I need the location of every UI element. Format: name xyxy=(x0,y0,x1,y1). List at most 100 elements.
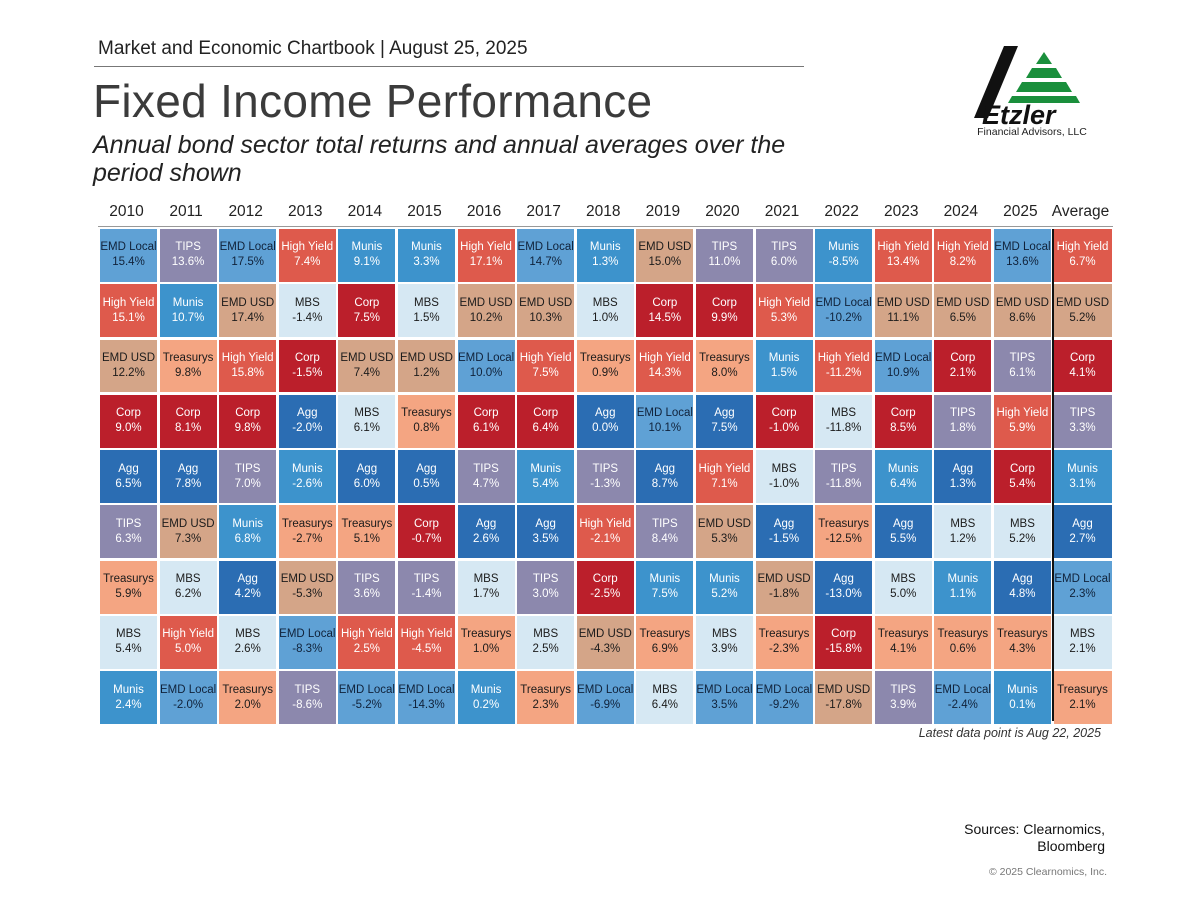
return-value: -5.3% xyxy=(292,588,323,601)
return-cell: High Yield 5.0% xyxy=(159,616,217,669)
return-cell: Corp 7.5% xyxy=(338,284,396,338)
return-value: -1.4% xyxy=(292,311,323,324)
sector-name: MBS xyxy=(711,628,737,641)
return-cell: Munis 5.2% xyxy=(695,560,753,614)
sector-name: High Yield xyxy=(758,296,810,309)
sector-name: MBS xyxy=(652,683,678,696)
sector-name: Treasurys xyxy=(222,683,274,696)
return-cell: Corp 4.1% xyxy=(1053,339,1112,393)
sector-name: EMD USD xyxy=(578,628,632,641)
return-cell: Corp 8.1% xyxy=(159,394,217,448)
return-value: 14.3% xyxy=(648,366,682,379)
return-cell: Treasurys 5.9% xyxy=(100,560,157,614)
sector-name: MBS xyxy=(1070,628,1095,641)
return-cell: MBS 2.5% xyxy=(517,616,575,669)
return-value: 5.9% xyxy=(115,588,142,601)
return-value: -8.5% xyxy=(828,256,859,269)
return-value: 3.9% xyxy=(711,643,738,656)
column-header-2015: 2015 xyxy=(407,203,442,220)
return-value: 1.0% xyxy=(472,643,500,656)
return-cell: MBS 6.2% xyxy=(159,560,217,614)
return-value: -4.3% xyxy=(590,643,621,656)
return-cell: Agg -13.0% xyxy=(815,560,873,614)
sector-name: Corp xyxy=(831,628,857,641)
sector-name: Corp xyxy=(592,573,618,586)
sector-name: MBS xyxy=(950,517,976,530)
return-cell: High Yield 17.1% xyxy=(457,229,515,282)
return-cell: MBS 1.0% xyxy=(576,284,634,338)
sector-name: Corp xyxy=(711,296,737,309)
return-value: -8.6% xyxy=(292,698,323,711)
sector-name: EMD USD xyxy=(817,683,871,696)
sector-name: MBS xyxy=(414,296,439,309)
return-cell: Munis -8.5% xyxy=(815,229,873,282)
return-cell: Treasurys 2.1% xyxy=(1053,671,1112,725)
return-cell: Corp 9.0% xyxy=(100,394,157,448)
return-value: -2.0% xyxy=(292,422,323,435)
return-cell: EMD USD 1.2% xyxy=(397,339,455,393)
return-cell: EMD Local 14.7% xyxy=(517,229,575,282)
sector-name: Agg xyxy=(714,407,735,420)
return-value: 6.5% xyxy=(949,311,976,324)
return-cell: Treasurys -12.5% xyxy=(815,505,873,559)
return-cell: MBS 3.9% xyxy=(695,616,753,669)
sector-name: EMD USD xyxy=(638,241,692,254)
sector-name: MBS xyxy=(294,296,320,309)
sector-name: Agg xyxy=(1072,517,1093,530)
return-value: 3.6% xyxy=(353,588,380,601)
column-header-2017: 2017 xyxy=(526,203,561,220)
return-cell: MBS -1.0% xyxy=(755,450,813,503)
return-cell: Agg 3.5% xyxy=(517,505,575,559)
sector-name: Agg xyxy=(118,462,139,475)
column-header-2020: 2020 xyxy=(705,203,740,220)
sector-name: Corp xyxy=(950,351,976,364)
logo-wordmark: Etzler xyxy=(982,100,1057,130)
return-cell: Agg 6.0% xyxy=(338,450,396,503)
return-cell: High Yield 13.4% xyxy=(874,229,932,282)
sector-name: Munis xyxy=(887,462,919,475)
return-cell: High Yield -4.5% xyxy=(397,616,455,669)
return-value: 10.9% xyxy=(886,366,920,379)
return-cell: EMD USD 8.6% xyxy=(993,284,1051,338)
sector-name: Agg xyxy=(892,517,914,530)
return-cell: Agg -1.5% xyxy=(755,505,813,559)
sector-name: EMD USD xyxy=(697,517,751,530)
return-cell: EMD USD 5.2% xyxy=(1053,284,1112,338)
sector-name: High Yield xyxy=(996,407,1049,420)
return-value: -1.4% xyxy=(411,588,442,601)
return-value: -11.8% xyxy=(825,477,862,490)
sector-name: Corp xyxy=(116,407,141,420)
return-value: 6.3% xyxy=(115,532,142,545)
return-value: 1.5% xyxy=(413,311,440,324)
return-value: 9.8% xyxy=(174,366,202,379)
return-cell: TIPS 3.3% xyxy=(1053,394,1112,448)
return-cell: TIPS 3.9% xyxy=(874,671,932,725)
return-cell: Treasurys 4.1% xyxy=(874,616,932,669)
sector-name: Corp xyxy=(235,407,261,420)
return-cell: Agg 8.7% xyxy=(636,450,694,503)
sector-name: Treasurys xyxy=(997,628,1048,641)
return-value: 6.5% xyxy=(115,477,142,490)
return-value: 5.2% xyxy=(711,588,738,601)
return-value: -2.4% xyxy=(947,698,978,711)
return-value: -2.1% xyxy=(590,532,621,545)
return-value: 7.5% xyxy=(353,311,380,324)
return-cell: MBS 5.4% xyxy=(100,616,157,669)
return-cell: MBS 5.2% xyxy=(993,505,1051,559)
sector-name: MBS xyxy=(473,573,499,586)
return-cell: TIPS 6.1% xyxy=(993,339,1051,393)
sector-name: EMD Local xyxy=(815,296,872,309)
return-cell: MBS 2.6% xyxy=(219,616,277,669)
return-cell: MBS 6.1% xyxy=(338,394,396,448)
return-cell: Corp 6.4% xyxy=(517,394,575,448)
sector-name: High Yield xyxy=(460,241,512,254)
return-cell: Agg 6.5% xyxy=(100,450,157,503)
header-rule xyxy=(94,66,804,67)
column-header-2025: 2025 xyxy=(1003,203,1038,220)
return-cell: Corp -0.7% xyxy=(397,505,455,559)
return-cell: EMD Local -14.3% xyxy=(397,671,455,725)
sector-name: High Yield xyxy=(817,351,870,364)
return-cell: Corp 8.5% xyxy=(874,394,932,448)
return-cell: Corp -15.8% xyxy=(815,616,873,669)
sector-name: Corp xyxy=(652,296,678,309)
